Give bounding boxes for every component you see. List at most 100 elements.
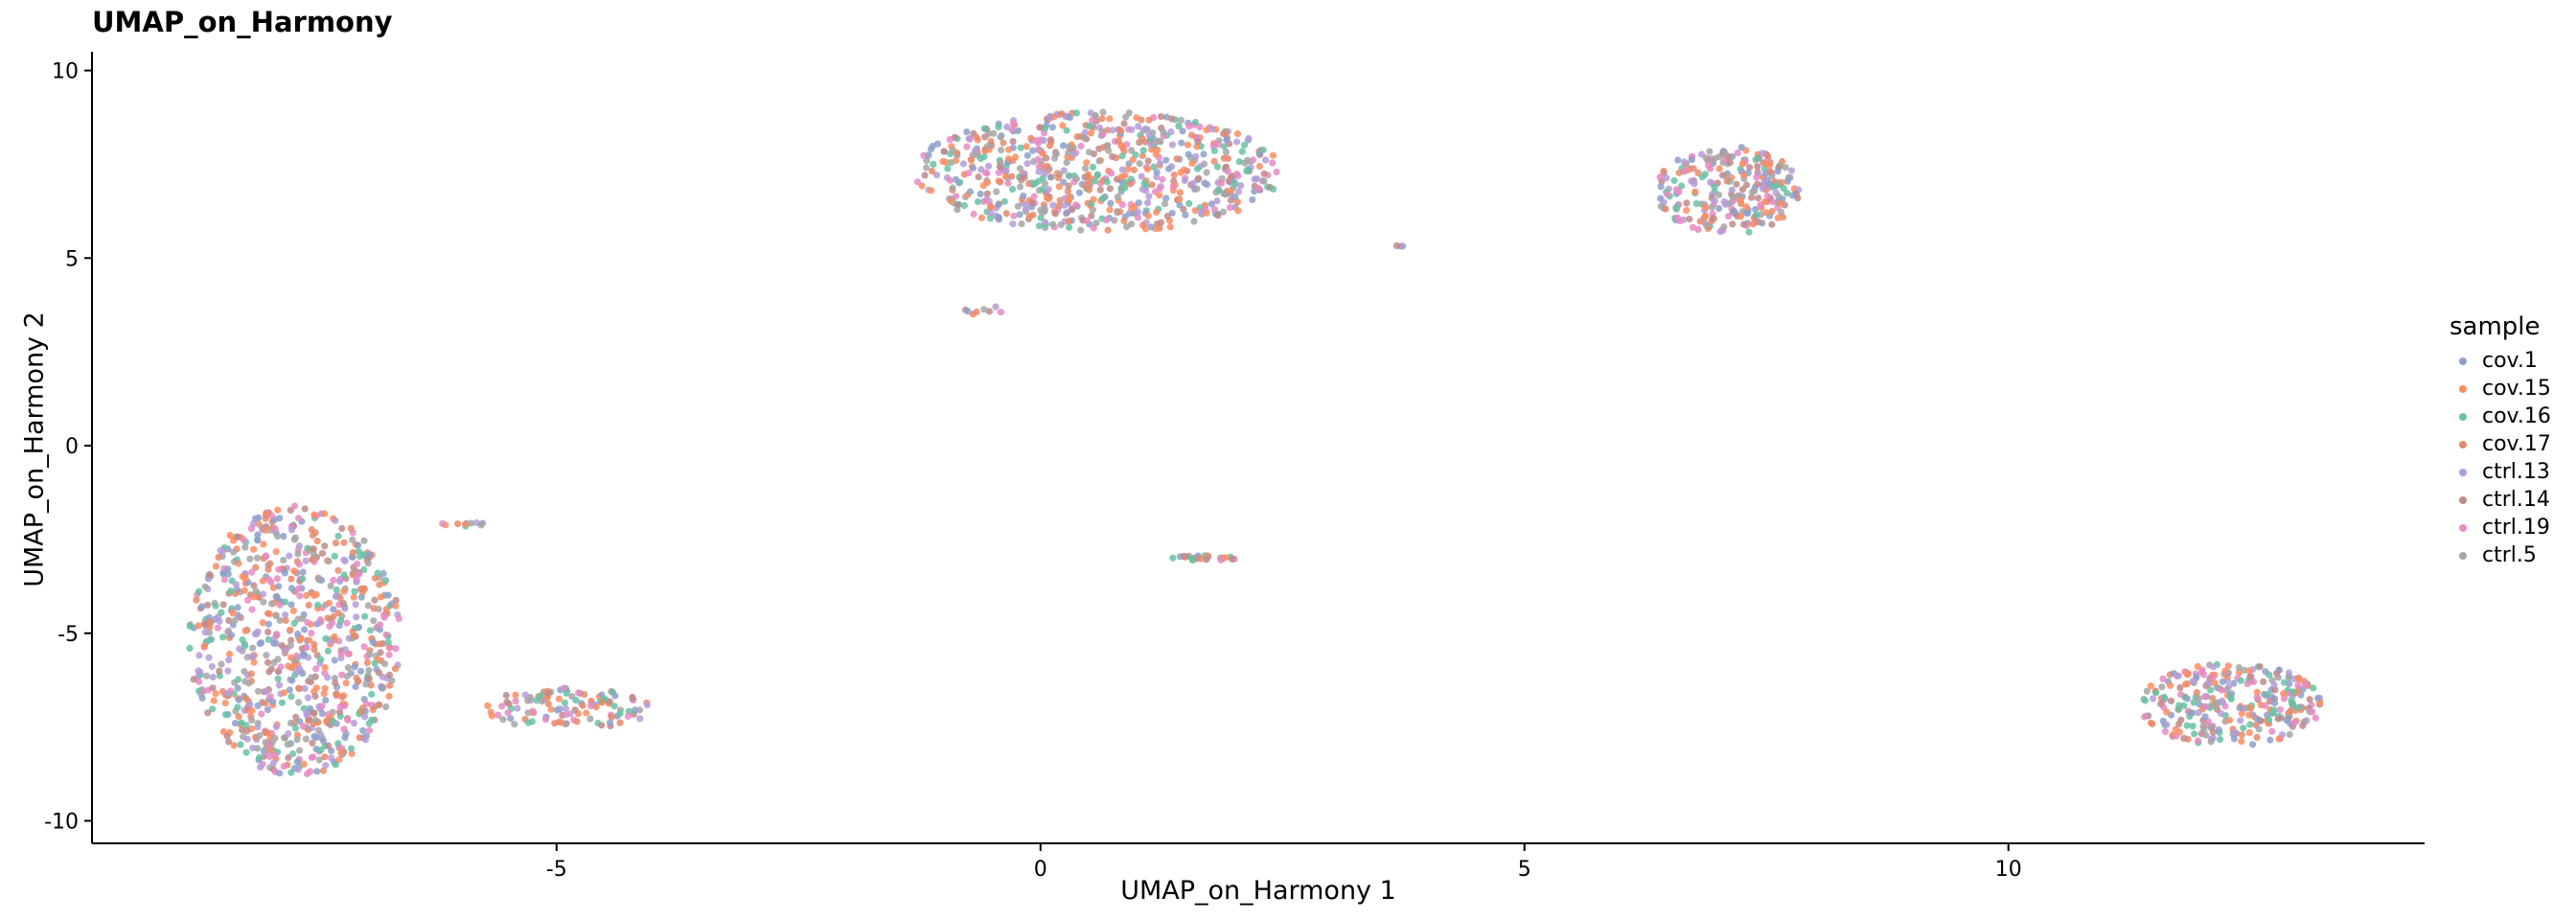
data-point <box>1776 199 1784 207</box>
data-point <box>246 555 254 563</box>
data-point <box>218 609 225 616</box>
data-point <box>2286 730 2293 739</box>
legend-item: cov.15 <box>2450 375 2551 402</box>
data-point <box>347 524 355 533</box>
data-point <box>1065 143 1072 150</box>
data-point <box>579 702 586 709</box>
data-point <box>275 565 283 573</box>
data-point <box>248 653 256 660</box>
data-point <box>1759 150 1766 157</box>
data-point <box>320 690 328 698</box>
data-point <box>1774 214 1782 221</box>
data-point <box>1731 207 1738 215</box>
data-point <box>1129 156 1137 164</box>
data-point <box>2150 695 2157 702</box>
data-point <box>969 310 977 318</box>
data-point <box>1035 168 1043 175</box>
data-point <box>254 702 262 710</box>
data-point <box>1783 177 1791 185</box>
legend: sample cov.1 cov.15 cov.16 cov.17 ctrl.13 ctr… <box>2450 312 2551 569</box>
data-point <box>376 640 383 648</box>
data-point <box>225 656 233 664</box>
data-point <box>1233 198 1241 206</box>
data-point <box>2209 674 2217 681</box>
data-point <box>1139 147 1147 154</box>
data-point <box>306 704 313 712</box>
data-point <box>305 601 312 610</box>
legend-label: ctrl.5 <box>2482 543 2537 567</box>
data-point <box>335 708 344 716</box>
data-point <box>2198 668 2206 676</box>
data-point <box>611 692 619 700</box>
x-tick-label: 10 <box>1995 858 2022 882</box>
legend-label: cov.16 <box>2482 404 2551 428</box>
data-point <box>2269 709 2277 717</box>
data-point <box>1141 125 1149 133</box>
data-point <box>1138 172 1145 180</box>
data-point <box>286 686 293 694</box>
data-point <box>327 638 334 646</box>
data-point <box>353 575 360 584</box>
data-point <box>1260 170 1268 177</box>
data-point <box>338 671 346 678</box>
data-point <box>353 560 361 568</box>
data-point <box>1090 196 1097 203</box>
data-point <box>928 168 936 175</box>
data-point <box>206 618 214 626</box>
data-point <box>1035 163 1043 171</box>
data-point <box>1657 195 1665 202</box>
y-axis-label: UMAP_on_Harmony 2 <box>19 311 50 587</box>
data-point <box>980 306 988 313</box>
data-point <box>1134 214 1142 221</box>
data-point <box>2141 713 2149 721</box>
data-point <box>1157 218 1164 226</box>
data-point <box>321 669 329 677</box>
data-point <box>2253 688 2261 696</box>
data-point <box>343 619 351 627</box>
data-point <box>1148 181 1156 189</box>
data-point <box>280 556 288 564</box>
data-point <box>331 552 338 560</box>
data-point <box>1008 126 1016 134</box>
data-point <box>930 160 937 168</box>
data-point <box>1766 168 1774 175</box>
data-point <box>2242 704 2250 712</box>
data-point <box>983 178 991 187</box>
data-point <box>343 673 351 680</box>
data-point <box>970 210 978 218</box>
data-point <box>1138 151 1146 160</box>
data-point <box>272 723 280 731</box>
data-point <box>1234 207 1242 215</box>
data-point <box>1041 180 1048 188</box>
data-point <box>288 769 295 776</box>
legend-item: ctrl.19 <box>2450 514 2551 541</box>
data-point <box>1203 126 1210 134</box>
data-point <box>282 598 289 606</box>
data-point <box>541 716 550 724</box>
data-point <box>1009 220 1017 228</box>
data-point <box>195 587 203 595</box>
data-point <box>254 628 262 635</box>
data-point <box>1077 226 1085 234</box>
data-point <box>302 735 310 743</box>
data-point <box>1066 172 1073 179</box>
data-point <box>932 172 941 179</box>
data-point <box>561 699 568 706</box>
data-point <box>259 577 266 585</box>
data-point <box>2288 697 2295 704</box>
data-point <box>965 135 973 143</box>
data-point <box>311 692 319 701</box>
legend-label: ctrl.14 <box>2482 488 2550 512</box>
data-point <box>977 154 984 162</box>
data-point <box>392 645 400 653</box>
data-point <box>980 125 988 132</box>
data-point <box>340 571 348 579</box>
data-point <box>946 176 954 184</box>
data-point <box>2266 716 2273 724</box>
data-point <box>1028 199 1036 207</box>
data-point <box>1040 137 1047 145</box>
data-point <box>2167 697 2175 705</box>
data-point <box>2180 734 2188 743</box>
data-point <box>288 677 296 684</box>
data-point <box>643 701 652 709</box>
